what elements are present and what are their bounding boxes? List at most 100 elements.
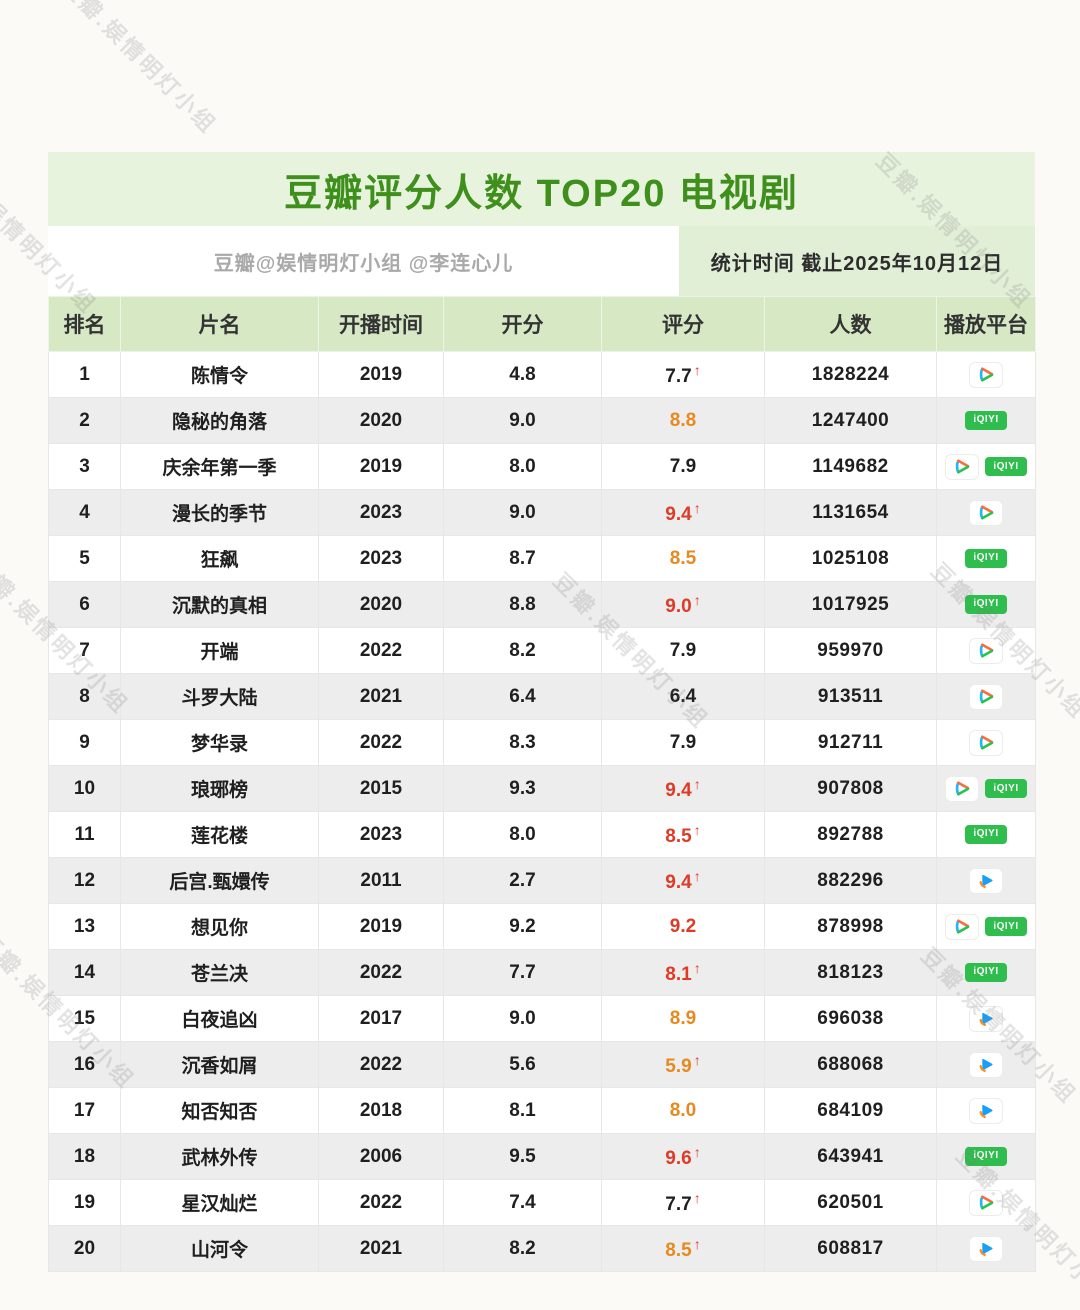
title-cell: 知否知否	[120, 1087, 319, 1134]
count-cell: 882296	[764, 857, 937, 904]
count-cell: 1131654	[764, 489, 937, 536]
rating-value: 9.0	[665, 595, 692, 617]
open-score-cell: 8.1	[443, 1087, 602, 1134]
open-score-cell: 6.4	[443, 673, 602, 720]
table-row: 9 梦华录 2022 8.3 7.9 912711	[48, 719, 1036, 766]
rank-cell: 17	[48, 1087, 121, 1134]
count-cell: 892788	[764, 811, 937, 858]
iqiyi-label: iQIYI	[993, 460, 1019, 472]
rating-value: 8.0	[669, 1099, 697, 1121]
up-arrow-icon: ↑	[693, 959, 701, 976]
platform-cell: iQIYI	[936, 443, 1036, 490]
rank-cell: 1	[48, 351, 121, 398]
platform-cell	[936, 489, 1036, 536]
iqiyi-icon: iQIYI	[965, 962, 1007, 982]
tencent-video-icon	[969, 683, 1003, 710]
title-cell: 白夜追凶	[120, 995, 319, 1042]
column-header: 播放平台	[936, 296, 1036, 352]
count-cell: 959970	[764, 627, 937, 674]
rating-cell: 9.6 ↑	[601, 1133, 765, 1180]
iqiyi-icon: iQIYI	[985, 779, 1027, 798]
open-score-cell: 5.6	[443, 1041, 602, 1088]
platform-cell	[936, 719, 1036, 766]
title-cell: 星汉灿烂	[120, 1179, 319, 1226]
open-score-cell: 9.0	[443, 489, 602, 536]
title-cell: 苍兰决	[120, 949, 319, 996]
up-arrow-icon: ↑	[693, 821, 701, 838]
count-cell: 620501	[764, 1179, 937, 1226]
column-header: 评分	[601, 296, 765, 352]
year-cell: 2022	[318, 949, 444, 996]
watermark: 豆瓣.娱情明灯小组	[56, 0, 222, 139]
youku-icon	[969, 1005, 1003, 1032]
open-score-cell: 9.0	[443, 995, 602, 1042]
count-cell: 1025108	[764, 535, 937, 582]
platform-cell	[936, 995, 1036, 1042]
iqiyi-icon: iQIYI	[965, 594, 1007, 614]
rating-cell: 6.4	[601, 673, 765, 720]
table-row: 12 后宫.甄嬛传 2011 2.7 9.4 ↑ 882296	[48, 857, 1036, 904]
year-cell: 2006	[318, 1133, 444, 1180]
count-cell: 1247400	[764, 397, 937, 444]
rating-cell: 8.5 ↑	[601, 811, 765, 858]
open-score-cell: 7.4	[443, 1179, 602, 1226]
rating-value: 8.8	[669, 409, 697, 431]
title-cell: 后宫.甄嬛传	[120, 857, 319, 904]
count-cell: 688068	[764, 1041, 937, 1088]
table-row: 10 琅琊榜 2015 9.3 9.4 ↑ 907808 iQIYI	[48, 765, 1036, 812]
up-arrow-icon: ↑	[693, 1051, 701, 1068]
year-cell: 2020	[318, 581, 444, 628]
rating-value: 5.9	[665, 1055, 692, 1077]
iqiyi-label: iQIYI	[973, 966, 999, 978]
rating-cell: 9.4 ↑	[601, 765, 765, 812]
platform-cell	[936, 857, 1036, 904]
tencent-video-icon	[969, 729, 1003, 756]
tencent-video-icon	[945, 913, 979, 940]
platform-cell	[936, 1041, 1036, 1088]
year-cell: 2022	[318, 1179, 444, 1226]
rating-value: 8.9	[669, 1007, 697, 1029]
column-header: 排名	[48, 296, 121, 352]
table-row: 4 漫长的季节 2023 9.0 9.4 ↑ 1131654	[48, 489, 1036, 536]
title-cell: 梦华录	[120, 719, 319, 766]
rating-value: 7.9	[669, 731, 697, 753]
table-header-row: 排名 片名 开播时间 开分 评分 人数 播放平台	[48, 296, 1036, 352]
rank-cell: 9	[48, 719, 121, 766]
count-cell: 643941	[764, 1133, 937, 1180]
rank-cell: 19	[48, 1179, 121, 1226]
count-cell: 912711	[764, 719, 937, 766]
tencent-video-icon	[969, 637, 1003, 664]
platform-cell: iQIYI	[936, 397, 1036, 444]
rank-cell: 13	[48, 903, 121, 950]
rating-value: 9.4	[665, 779, 692, 801]
table-row: 8 斗罗大陆 2021 6.4 6.4 913511	[48, 673, 1036, 720]
rating-cell: 8.0	[601, 1087, 765, 1134]
count-cell: 1828224	[764, 351, 937, 398]
year-cell: 2021	[318, 673, 444, 720]
iqiyi-label: iQIYI	[973, 414, 999, 426]
rank-cell: 10	[48, 765, 121, 812]
table-row: 6 沉默的真相 2020 8.8 9.0 ↑ 1017925 iQIYI	[48, 581, 1036, 628]
open-score-cell: 9.2	[443, 903, 602, 950]
table-row: 13 想见你 2019 9.2 9.2 878998 iQIYI	[48, 903, 1036, 950]
sub-header: 豆瓣@娱情明灯小组 @李连心儿 统计时间 截止2025年10月12日	[48, 226, 1035, 296]
year-cell: 2022	[318, 1041, 444, 1088]
platform-cell	[936, 1225, 1036, 1272]
table-row: 1 陈情令 2019 4.8 7.7 ↑ 1828224	[48, 351, 1036, 398]
table-row: 7 开端 2022 8.2 7.9 959970	[48, 627, 1036, 674]
platform-cell: iQIYI	[936, 811, 1036, 858]
open-score-cell: 8.0	[443, 443, 602, 490]
rating-cell: 5.9 ↑	[601, 1041, 765, 1088]
rank-cell: 15	[48, 995, 121, 1042]
table-row: 19 星汉灿烂 2022 7.4 7.7 ↑ 620501	[48, 1179, 1036, 1226]
open-score-cell: 8.0	[443, 811, 602, 858]
table-row: 18 武林外传 2006 9.5 9.6 ↑ 643941 iQIYI	[48, 1133, 1036, 1180]
youku-icon	[969, 1097, 1003, 1124]
table-row: 11 莲花楼 2023 8.0 8.5 ↑ 892788 iQIYI	[48, 811, 1036, 858]
title-cell: 莲花楼	[120, 811, 319, 858]
open-score-cell: 8.2	[443, 1225, 602, 1272]
year-cell: 2020	[318, 397, 444, 444]
up-arrow-icon: ↑	[693, 1189, 701, 1206]
rank-cell: 5	[48, 535, 121, 582]
rating-cell: 9.0 ↑	[601, 581, 765, 628]
